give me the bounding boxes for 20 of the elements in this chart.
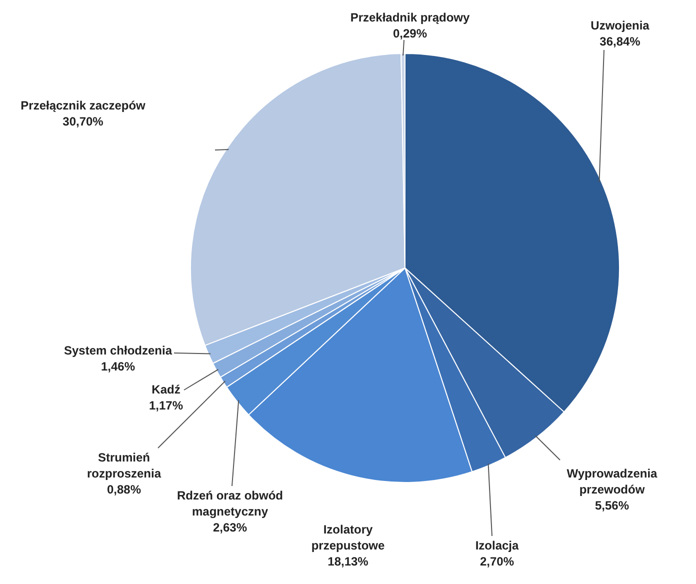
slice-label: Strumień rozproszenia <box>86 450 162 480</box>
slice-label: Izolacja <box>475 538 519 552</box>
data-label: 5,56% <box>594 498 630 512</box>
data-label: 1,17% <box>148 398 184 412</box>
slice-label: Przekładnik prądowy <box>350 10 470 24</box>
data-label: 18,13% <box>328 554 369 568</box>
slice-label: Uzwojenia <box>590 18 650 32</box>
data-label: 0,88% <box>106 482 142 496</box>
slice-label: Kadź <box>152 382 180 396</box>
data-label: 30,70% <box>62 114 104 128</box>
slice-label: Wyprowadzenia przewodów <box>566 466 658 496</box>
data-label: 1,46% <box>100 359 136 374</box>
data-label: 36,84% <box>600 34 641 48</box>
slice-label: Rdzeń oraz obwód magnetyczny <box>177 488 283 518</box>
slice-label: Przełącznik zaczepów <box>20 98 146 112</box>
data-label: 2,63% <box>212 520 248 534</box>
slice-label: System chłodzenia <box>64 343 172 358</box>
data-label: 0,29% <box>392 26 428 40</box>
data-label: 2,70% <box>480 554 514 568</box>
slice-label: Izolatory przepustowe <box>311 522 385 552</box>
